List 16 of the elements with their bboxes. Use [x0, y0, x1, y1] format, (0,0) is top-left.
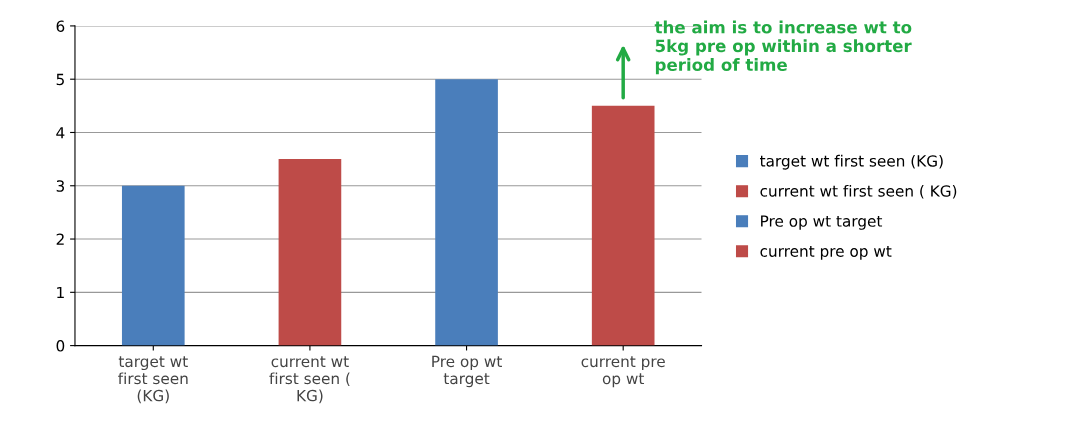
y-tick-label: 2: [56, 233, 64, 245]
legend-label: current pre op wt: [760, 245, 892, 260]
legend-label: current wt first seen ( KG): [760, 184, 957, 199]
annotation: the aim is to increase wt to 5kg pre op within a shorter period of time: [654, 20, 912, 75]
legend-label: target wt first seen (KG): [760, 154, 943, 170]
x-tick-label: target wt first seen (KG): [118, 356, 188, 404]
y-tick-label: 5: [56, 73, 64, 86]
legend-label: Pre op wt target: [761, 215, 883, 230]
y-tick-label: 3: [56, 180, 65, 192]
y-tick-label: 6: [56, 20, 65, 32]
y-tick-label: 0: [56, 340, 65, 352]
x-tick-label: current wt first seen ( KG): [269, 356, 350, 404]
x-tick-label: current pre op wt: [581, 356, 665, 388]
x-tick-label: Pre op wt target: [432, 355, 502, 388]
y-tick-label: 1: [57, 286, 64, 299]
y-tick-label: 4: [56, 127, 65, 139]
